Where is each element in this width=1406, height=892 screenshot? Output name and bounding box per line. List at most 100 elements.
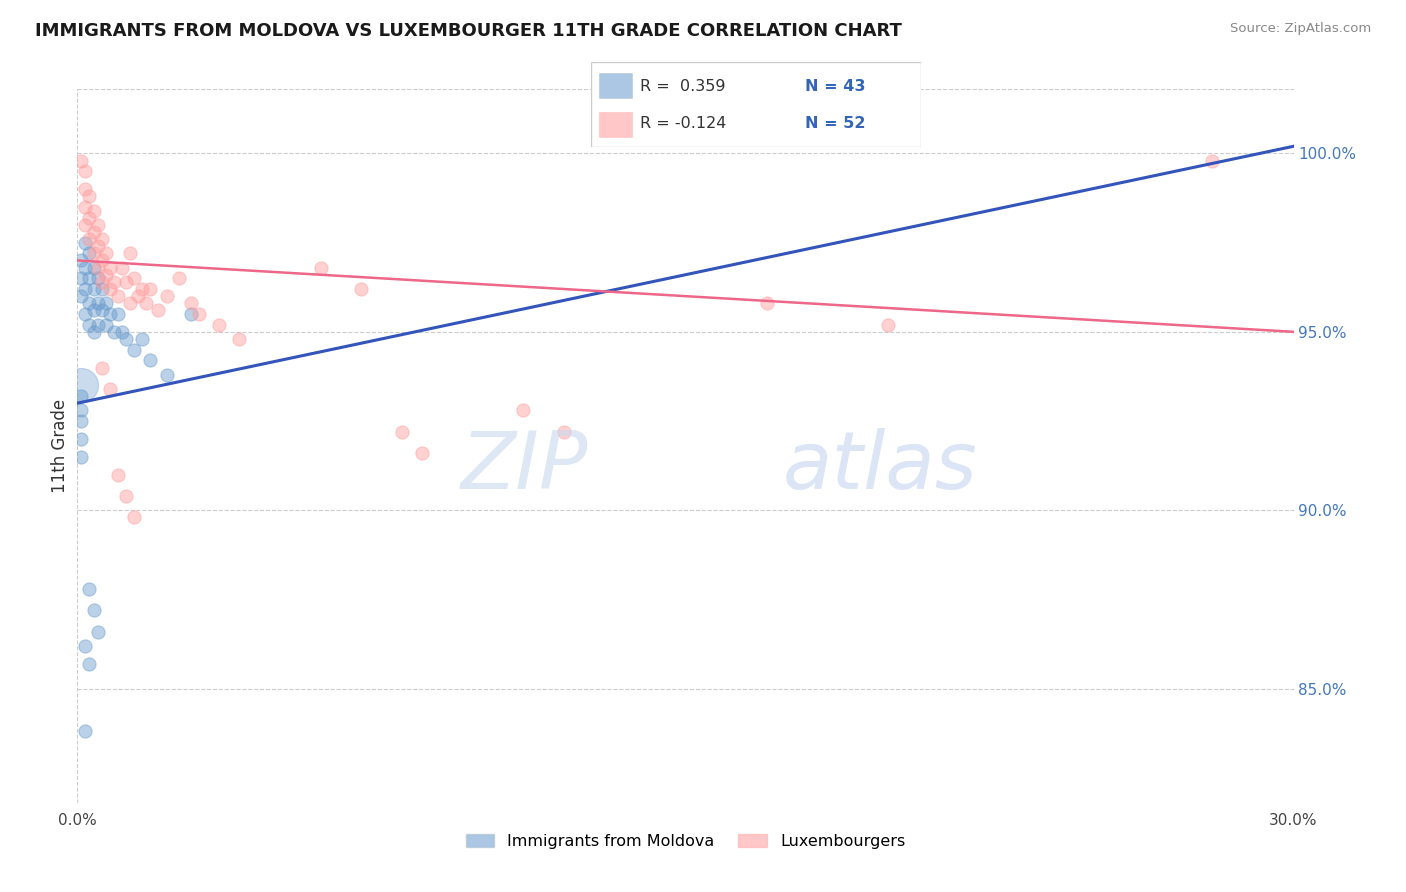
Point bbox=[208, 318, 231, 332]
Point bbox=[155, 368, 177, 382]
Point bbox=[188, 307, 211, 321]
Point bbox=[90, 253, 112, 268]
Point bbox=[94, 246, 117, 260]
Point bbox=[131, 282, 153, 296]
Point bbox=[107, 467, 129, 482]
Point bbox=[155, 289, 177, 303]
Point bbox=[90, 360, 112, 375]
Bar bbox=[599, 112, 631, 137]
Point bbox=[70, 432, 93, 446]
Point bbox=[79, 211, 101, 225]
Point bbox=[86, 318, 108, 332]
Point bbox=[98, 282, 121, 296]
Point bbox=[70, 389, 93, 403]
Point bbox=[75, 235, 97, 250]
Point bbox=[83, 303, 105, 318]
Point bbox=[75, 218, 97, 232]
Point bbox=[86, 218, 108, 232]
Point bbox=[350, 282, 373, 296]
Point bbox=[131, 332, 153, 346]
Point bbox=[228, 332, 250, 346]
Point bbox=[127, 289, 149, 303]
Point bbox=[70, 153, 93, 168]
Text: IMMIGRANTS FROM MOLDOVA VS LUXEMBOURGER 11TH GRADE CORRELATION CHART: IMMIGRANTS FROM MOLDOVA VS LUXEMBOURGER … bbox=[35, 22, 903, 40]
Point bbox=[83, 246, 105, 260]
Point bbox=[115, 332, 138, 346]
Point bbox=[553, 425, 575, 439]
Point bbox=[75, 260, 97, 275]
Point bbox=[79, 271, 101, 285]
Point bbox=[86, 239, 108, 253]
Point bbox=[139, 282, 162, 296]
Text: N = 52: N = 52 bbox=[806, 116, 866, 131]
Point bbox=[75, 639, 97, 653]
Point bbox=[755, 296, 778, 310]
Point bbox=[86, 260, 108, 275]
Point bbox=[139, 353, 162, 368]
Point bbox=[70, 450, 93, 464]
Point bbox=[79, 318, 101, 332]
Text: R =  0.359: R = 0.359 bbox=[640, 78, 725, 94]
Point bbox=[122, 510, 145, 524]
Point bbox=[83, 325, 105, 339]
Point bbox=[79, 657, 101, 671]
Point bbox=[79, 582, 101, 596]
Point bbox=[115, 489, 138, 503]
Point bbox=[75, 200, 97, 214]
Point bbox=[79, 296, 101, 310]
Point bbox=[86, 296, 108, 310]
Point bbox=[98, 382, 121, 396]
Point bbox=[75, 164, 97, 178]
Point bbox=[877, 318, 900, 332]
Point bbox=[94, 296, 117, 310]
Point bbox=[391, 425, 413, 439]
Point bbox=[70, 289, 93, 303]
Point bbox=[86, 624, 108, 639]
Point bbox=[90, 303, 112, 318]
Y-axis label: 11th Grade: 11th Grade bbox=[51, 399, 69, 493]
Point bbox=[70, 271, 93, 285]
Point bbox=[90, 232, 112, 246]
Point bbox=[115, 275, 138, 289]
Point bbox=[75, 182, 97, 196]
Text: N = 43: N = 43 bbox=[806, 78, 866, 94]
Point bbox=[103, 325, 125, 339]
Point bbox=[75, 282, 97, 296]
Point bbox=[107, 307, 129, 321]
Text: atlas: atlas bbox=[783, 428, 977, 507]
Point bbox=[79, 246, 101, 260]
Point bbox=[83, 203, 105, 218]
Text: ZIP: ZIP bbox=[461, 428, 588, 507]
Point bbox=[135, 296, 157, 310]
Point bbox=[118, 246, 141, 260]
Text: R = -0.124: R = -0.124 bbox=[640, 116, 727, 131]
Point bbox=[103, 275, 125, 289]
Point bbox=[70, 253, 93, 268]
Point bbox=[83, 260, 105, 275]
Point bbox=[70, 403, 93, 417]
Point bbox=[512, 403, 534, 417]
Text: Source: ZipAtlas.com: Source: ZipAtlas.com bbox=[1230, 22, 1371, 36]
Point bbox=[111, 325, 134, 339]
Point bbox=[94, 318, 117, 332]
Point bbox=[83, 282, 105, 296]
Point bbox=[1201, 153, 1223, 168]
Point bbox=[180, 296, 202, 310]
Point bbox=[111, 260, 134, 275]
Point bbox=[180, 307, 202, 321]
Point bbox=[90, 282, 112, 296]
Point bbox=[70, 414, 93, 428]
Point bbox=[107, 289, 129, 303]
Point bbox=[148, 303, 170, 318]
Point bbox=[83, 225, 105, 239]
Point bbox=[167, 271, 190, 285]
Point bbox=[90, 275, 112, 289]
Point bbox=[118, 296, 141, 310]
Point bbox=[70, 378, 93, 392]
Legend: Immigrants from Moldova, Luxembourgers: Immigrants from Moldova, Luxembourgers bbox=[460, 828, 911, 855]
Point bbox=[98, 307, 121, 321]
Point bbox=[75, 307, 97, 321]
Point bbox=[122, 271, 145, 285]
Point bbox=[83, 603, 105, 617]
Point bbox=[79, 232, 101, 246]
